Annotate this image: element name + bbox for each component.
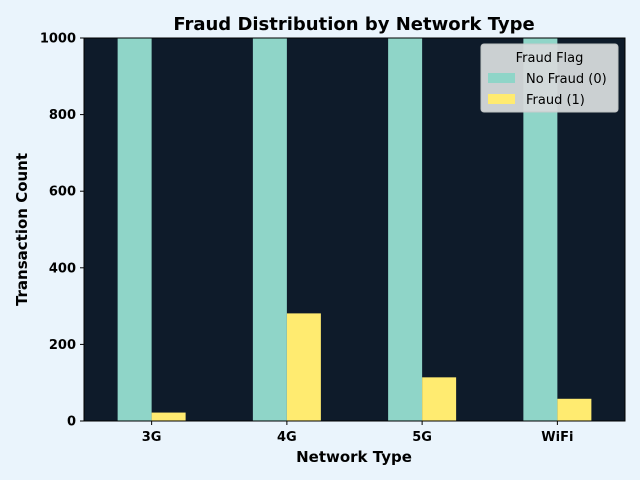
y-tick-label: 200 [49, 338, 76, 353]
y-tick-label: 0 [67, 415, 76, 430]
chart-title: Fraud Distribution by Network Type [173, 14, 534, 35]
legend-swatch-no-fraud [488, 73, 515, 83]
bar-fraud-5g [422, 377, 457, 421]
x-tick-label: WiFi [541, 430, 573, 445]
legend: Fraud Flag No Fraud (0) Fraud (1) [480, 43, 619, 113]
bar-fraud-wifi [557, 398, 592, 421]
plot-frame [83, 37, 626, 422]
y-tick-label: 1000 [40, 32, 76, 47]
y-axis-label: Transaction Count [13, 153, 31, 306]
legend-label-fraud: Fraud (1) [526, 93, 585, 108]
y-tick-label: 600 [49, 185, 76, 200]
legend-swatch-fraud [488, 94, 515, 104]
legend-title: Fraud Flag [516, 51, 584, 66]
x-tick-label: 5G [412, 430, 432, 445]
x-tick-label: 4G [277, 430, 297, 445]
bar-no-fraud-4g [252, 38, 287, 421]
legend-box [480, 43, 619, 113]
y-tick-label: 400 [49, 261, 76, 276]
bar-fraud-3g [151, 412, 186, 421]
axes-layer: 3G 4G 5G WiFi 0 200 400 600 800 1000 [40, 32, 626, 445]
bar-no-fraud-5g [388, 38, 423, 421]
x-tick-label: 3G [142, 430, 162, 445]
bar-fraud-4g [286, 313, 321, 421]
x-axis-label: Network Type [296, 448, 412, 466]
bar-no-fraud-3g [117, 38, 152, 421]
y-tick-label: 800 [49, 108, 76, 123]
legend-label-no-fraud: No Fraud (0) [526, 72, 607, 87]
bars-layer [117, 38, 592, 421]
